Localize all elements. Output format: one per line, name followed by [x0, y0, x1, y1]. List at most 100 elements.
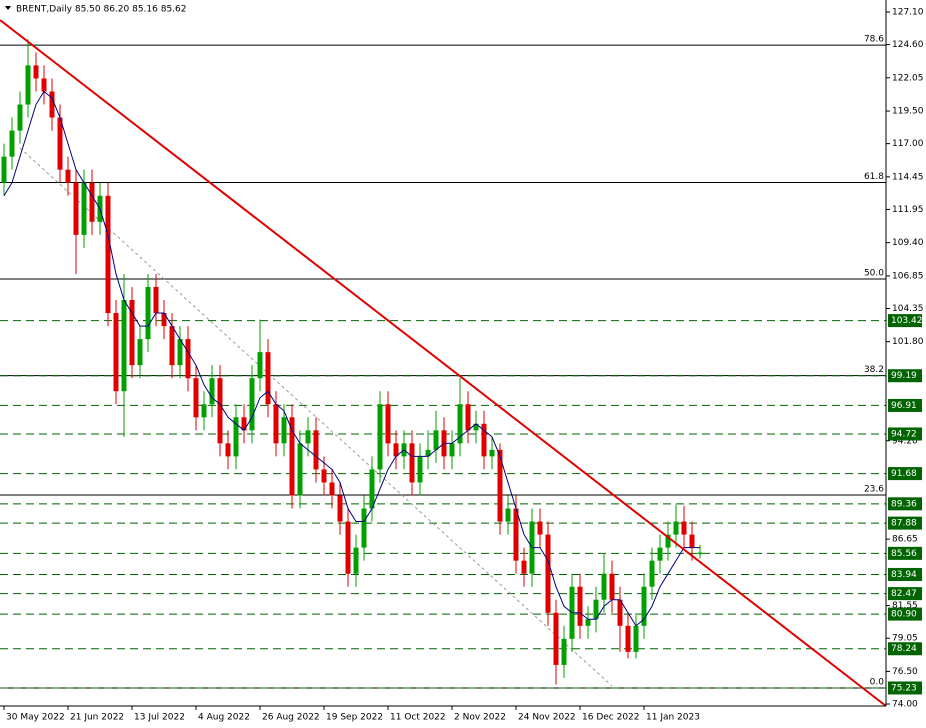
candle-body — [297, 443, 303, 496]
candle-body — [585, 619, 591, 626]
candle-body — [617, 599, 623, 626]
candle-body — [73, 182, 79, 235]
level-tag — [888, 681, 922, 695]
candle-body — [625, 625, 631, 652]
candle-body — [377, 404, 383, 470]
chart-title: BRENT,Daily 85.50 86.20 85.16 85.62 — [16, 5, 186, 15]
x-tick-label: 2 Nov 2022 — [454, 713, 506, 723]
candle-body — [521, 560, 527, 574]
candle-body — [313, 430, 319, 470]
level-label: 83.94 — [891, 570, 917, 580]
candle-body — [121, 300, 127, 392]
candle-body — [17, 104, 23, 131]
level-label: 96.91 — [891, 401, 917, 411]
x-tick-label: 19 Sep 2022 — [326, 713, 383, 723]
candle-body — [233, 417, 239, 457]
candle-body — [57, 117, 63, 170]
candle-body — [633, 625, 639, 652]
candle-body — [129, 300, 135, 366]
level-label: 91.68 — [891, 469, 917, 479]
candle-body — [545, 534, 551, 613]
level-label: 103.42 — [891, 316, 923, 326]
y-tick-label: 109.40 — [892, 238, 924, 248]
candle-body — [665, 534, 671, 548]
level-label: 94.72 — [891, 429, 917, 439]
y-tick-label: 122.05 — [892, 73, 924, 83]
menu-arrow[interactable] — [5, 6, 11, 10]
candle-body — [361, 508, 367, 548]
y-tick-label: 119.50 — [892, 107, 924, 117]
candle-body — [217, 378, 223, 444]
candle-body — [65, 169, 71, 183]
candle-body — [457, 404, 463, 444]
level-label: 78.24 — [891, 644, 917, 654]
candle-body — [553, 612, 559, 665]
candle-body — [265, 352, 271, 405]
candle-body — [657, 547, 663, 561]
candle-body — [185, 339, 191, 379]
candle-body — [137, 339, 143, 366]
candle-body — [153, 286, 159, 314]
candle-body — [425, 449, 431, 457]
level-tag — [888, 516, 922, 530]
candle-body — [409, 443, 415, 483]
candle-body — [505, 508, 511, 522]
candle-body — [561, 638, 567, 665]
level-tag — [888, 369, 922, 383]
candle-body — [225, 443, 231, 457]
x-tick-label: 11 Oct 2022 — [390, 713, 446, 723]
y-tick-label: 117.00 — [892, 139, 924, 149]
candle-body — [81, 182, 87, 235]
candle-body — [49, 91, 55, 118]
candle-body — [145, 286, 151, 340]
level-tag — [888, 497, 922, 511]
level-tag — [888, 427, 922, 441]
candle-body — [481, 423, 487, 457]
candle-body — [33, 65, 39, 79]
candle-body — [473, 423, 479, 431]
candle-body — [273, 404, 279, 444]
candle-body — [593, 599, 599, 620]
candle-body — [465, 404, 471, 431]
level-label: 82.47 — [891, 589, 917, 599]
level-tag — [888, 587, 922, 601]
level-tag — [888, 314, 922, 328]
y-tick-label: 111.95 — [892, 205, 924, 215]
candle-body — [249, 378, 255, 431]
y-tick-label: 81.55 — [892, 601, 918, 611]
candle-body — [369, 469, 375, 509]
candle-body — [513, 508, 519, 561]
candle-body — [385, 404, 391, 444]
x-tick-label: 30 May 2022 — [6, 713, 65, 723]
candle-body — [673, 521, 679, 535]
candle-body — [353, 547, 359, 574]
candle-body — [321, 469, 327, 483]
candle-body — [113, 313, 119, 392]
y-tick-label: 101.80 — [892, 337, 924, 347]
candle-body — [433, 430, 439, 450]
level-tag — [888, 398, 922, 412]
level-label: 85.56 — [891, 549, 917, 559]
candle-body — [1, 156, 7, 183]
candle-body — [417, 456, 423, 483]
y-tick-label: 114.45 — [892, 172, 924, 182]
level-label: 87.88 — [891, 519, 917, 529]
candle-body — [169, 326, 175, 366]
y-tick-label: 76.50 — [892, 667, 918, 677]
candle-body — [161, 313, 167, 327]
candle-body — [241, 417, 247, 431]
candle-body — [289, 417, 295, 496]
level-tag — [888, 607, 922, 621]
candle-body — [41, 78, 47, 92]
candle-body — [609, 573, 615, 600]
y-tick-label: 86.65 — [892, 535, 918, 545]
candle-body — [393, 443, 399, 457]
level-tag — [888, 467, 922, 481]
x-tick-label: 24 Nov 2022 — [518, 713, 576, 723]
candle-body — [489, 449, 495, 457]
y-tick-label: 79.05 — [892, 634, 918, 644]
candle-body — [257, 352, 263, 379]
candle-body — [337, 495, 343, 522]
candles-layer — [1, 39, 703, 685]
